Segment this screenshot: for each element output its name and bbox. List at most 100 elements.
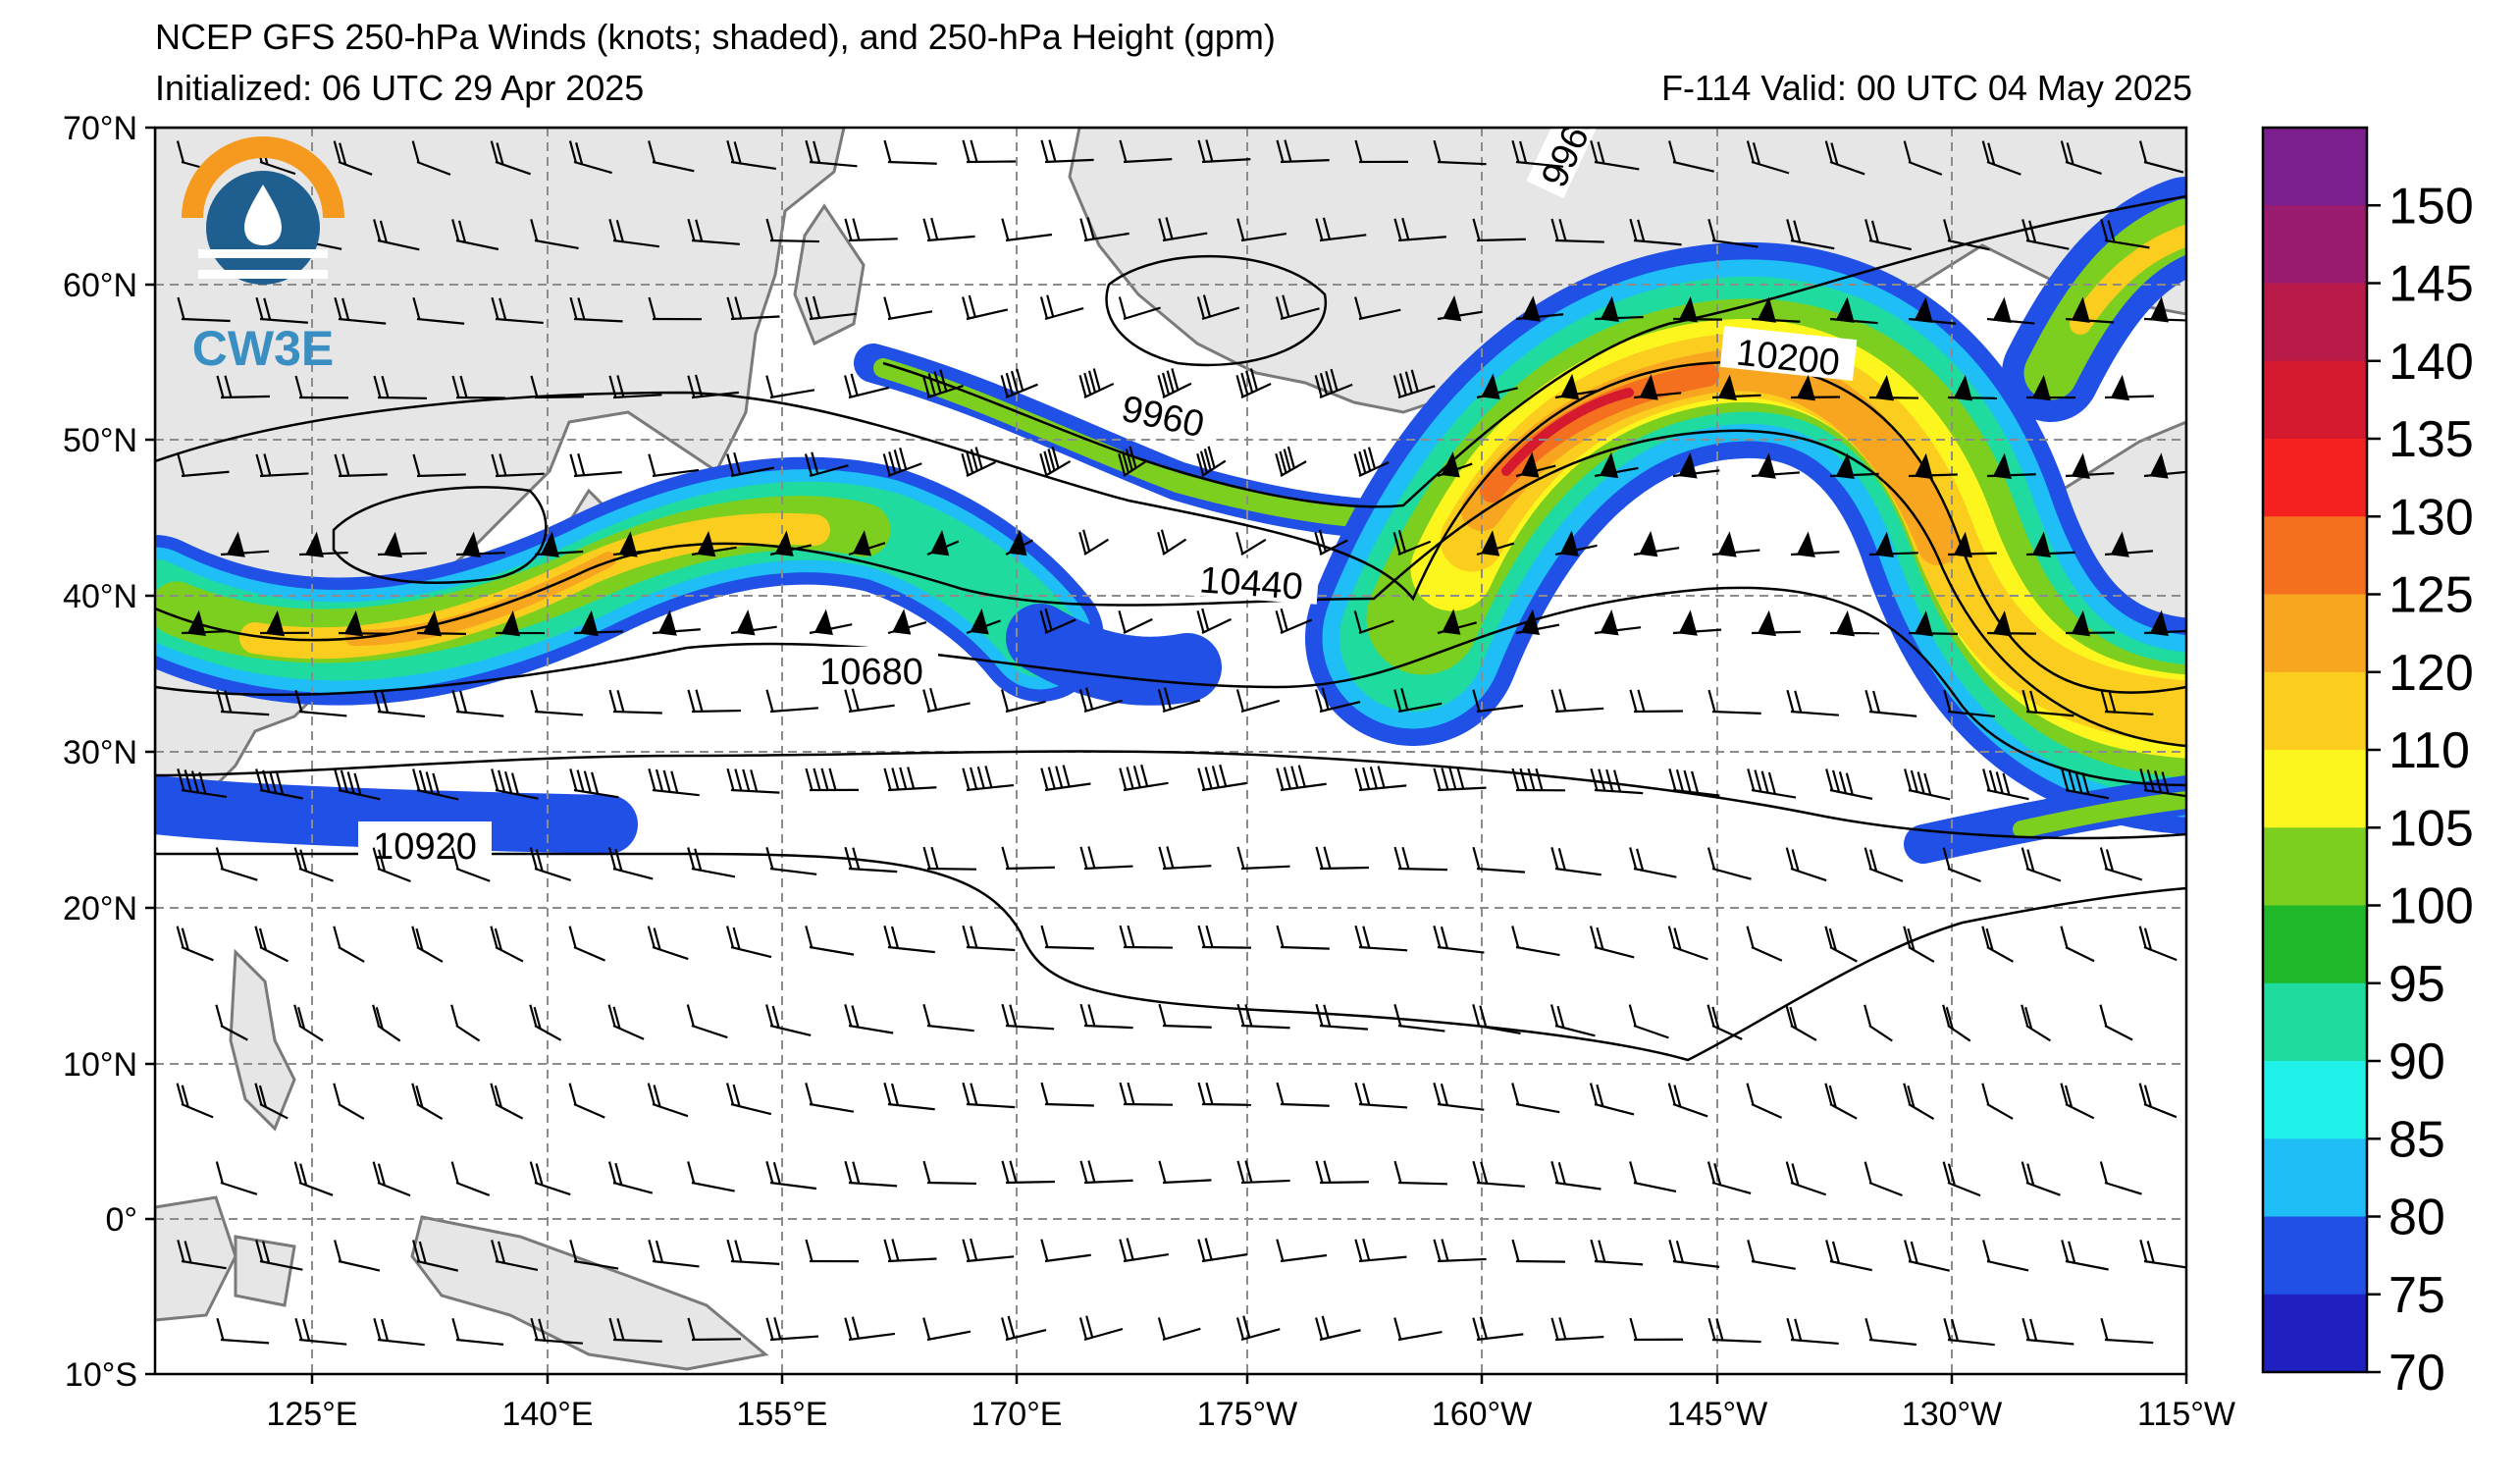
wind-barb — [765, 218, 819, 243]
wind-barb — [568, 926, 605, 962]
wind-barb — [1864, 219, 1912, 251]
contour-japan-low — [332, 486, 548, 584]
wind-barb — [1118, 296, 1161, 321]
wind-barb — [804, 451, 849, 478]
wind-barb — [1668, 140, 1714, 173]
lon-label: 125°E — [266, 1396, 357, 1433]
lon-label: 145°W — [1667, 1396, 1767, 1433]
lat-label: 30°N — [63, 734, 137, 771]
wind-barb — [1707, 1317, 1761, 1344]
wind-barb — [809, 609, 853, 635]
wind-barb — [1196, 608, 1233, 634]
wind-barb — [2060, 1083, 2095, 1120]
lat-label: 60°N — [63, 267, 137, 304]
wind-barb — [922, 687, 971, 714]
colorbar-label: 70 — [2389, 1345, 2445, 1402]
wind-barb — [1197, 139, 1251, 164]
wind-barb — [725, 1083, 772, 1116]
wind-barb — [1472, 1004, 1521, 1035]
wind-barb — [333, 1083, 365, 1120]
colorbar-segment — [2263, 594, 2367, 673]
wind-barb — [416, 610, 466, 637]
wind-barb — [2061, 1240, 2109, 1271]
wind-barb — [1392, 369, 1436, 399]
wind-barb — [216, 689, 270, 716]
wind-barb — [1119, 764, 1169, 792]
wind-barb — [2139, 1240, 2186, 1269]
wind-barb — [1158, 1160, 1212, 1185]
wind-barb — [1079, 1003, 1133, 1030]
wind-barb — [1000, 1315, 1047, 1342]
land-borneo — [155, 1195, 237, 1322]
wind-barb — [962, 1238, 1015, 1263]
jet-subtropical-green — [2013, 791, 2186, 838]
wind-barb — [490, 1083, 524, 1120]
wind-barb — [1276, 1082, 1330, 1107]
wind-barb — [962, 766, 1015, 792]
wind-barb — [181, 609, 231, 637]
wind-barb — [220, 531, 270, 557]
wind-barb — [1943, 1317, 1995, 1347]
colorbar-label: 105 — [2389, 800, 2474, 857]
wind-barb — [1633, 374, 1682, 400]
longitude-labels: 125°E 140°E 155°E 170°E 175°W 160°W 145°W 130°W… — [266, 1374, 2235, 1433]
jet-core-red — [1501, 388, 1634, 476]
wind-barb — [1590, 1239, 1644, 1266]
wind-barb — [1594, 609, 1642, 636]
wind-barb — [1315, 1160, 1369, 1185]
wind-barb — [298, 531, 348, 558]
colorbar-label: 100 — [2389, 878, 2474, 935]
wind-barb — [1197, 764, 1247, 792]
wind-barb — [805, 768, 860, 792]
wind-barb — [294, 1317, 347, 1346]
wind-barb — [1433, 1239, 1487, 1263]
wind-barb — [1276, 139, 1330, 164]
colorbar-segment — [2263, 1061, 2367, 1139]
wind-barb — [334, 453, 388, 478]
wind-barb — [1746, 140, 1790, 175]
wind-barb — [1315, 846, 1369, 871]
wind-barb — [1511, 1239, 1565, 1263]
wind-barb — [1472, 1316, 1524, 1342]
wind-barb — [259, 609, 310, 637]
wind-barb — [1751, 296, 1801, 323]
wind-barb — [1986, 610, 2036, 637]
jet-alaska-yellow — [2070, 225, 2186, 335]
wind-barb — [1711, 531, 1760, 557]
wind-barb — [255, 296, 308, 324]
wind-barb — [569, 1240, 619, 1270]
wind-barb — [1751, 452, 1801, 479]
wind-barb — [883, 925, 935, 954]
wind-barb — [1118, 610, 1153, 634]
wind-barb — [1433, 139, 1487, 166]
wind-barb — [569, 296, 623, 323]
wind-barb — [529, 1161, 571, 1196]
wind-barb — [726, 451, 775, 478]
wind-barb — [412, 453, 466, 478]
wind-barb — [1040, 925, 1094, 950]
wind-barb — [1393, 1160, 1447, 1186]
wind-barb — [1039, 294, 1084, 321]
wind-barb — [1001, 218, 1053, 242]
wind-barb — [1079, 846, 1133, 871]
wind-barb — [451, 375, 505, 399]
wind-barb — [1001, 1003, 1055, 1031]
jet-subtropical-west — [155, 775, 638, 854]
wind-barb — [687, 1317, 741, 1342]
wind-barb — [1982, 768, 2029, 801]
lat-label: 0° — [105, 1201, 137, 1239]
wind-barb — [2104, 531, 2154, 557]
wind-barb — [1864, 1004, 1893, 1042]
wind-barb — [451, 219, 499, 251]
wind-barb — [1790, 374, 1840, 401]
wind-barb — [1515, 609, 1560, 636]
lat-label: 10°N — [63, 1046, 137, 1084]
wind-barb — [2025, 531, 2075, 557]
wind-barb — [294, 689, 347, 717]
wind-barb — [1554, 530, 1598, 556]
wind-barb — [1001, 1160, 1055, 1185]
wind-barb — [2021, 1004, 2052, 1042]
wind-barb — [687, 689, 741, 714]
wind-barb — [730, 609, 777, 636]
wind-barb — [1942, 1161, 1981, 1197]
